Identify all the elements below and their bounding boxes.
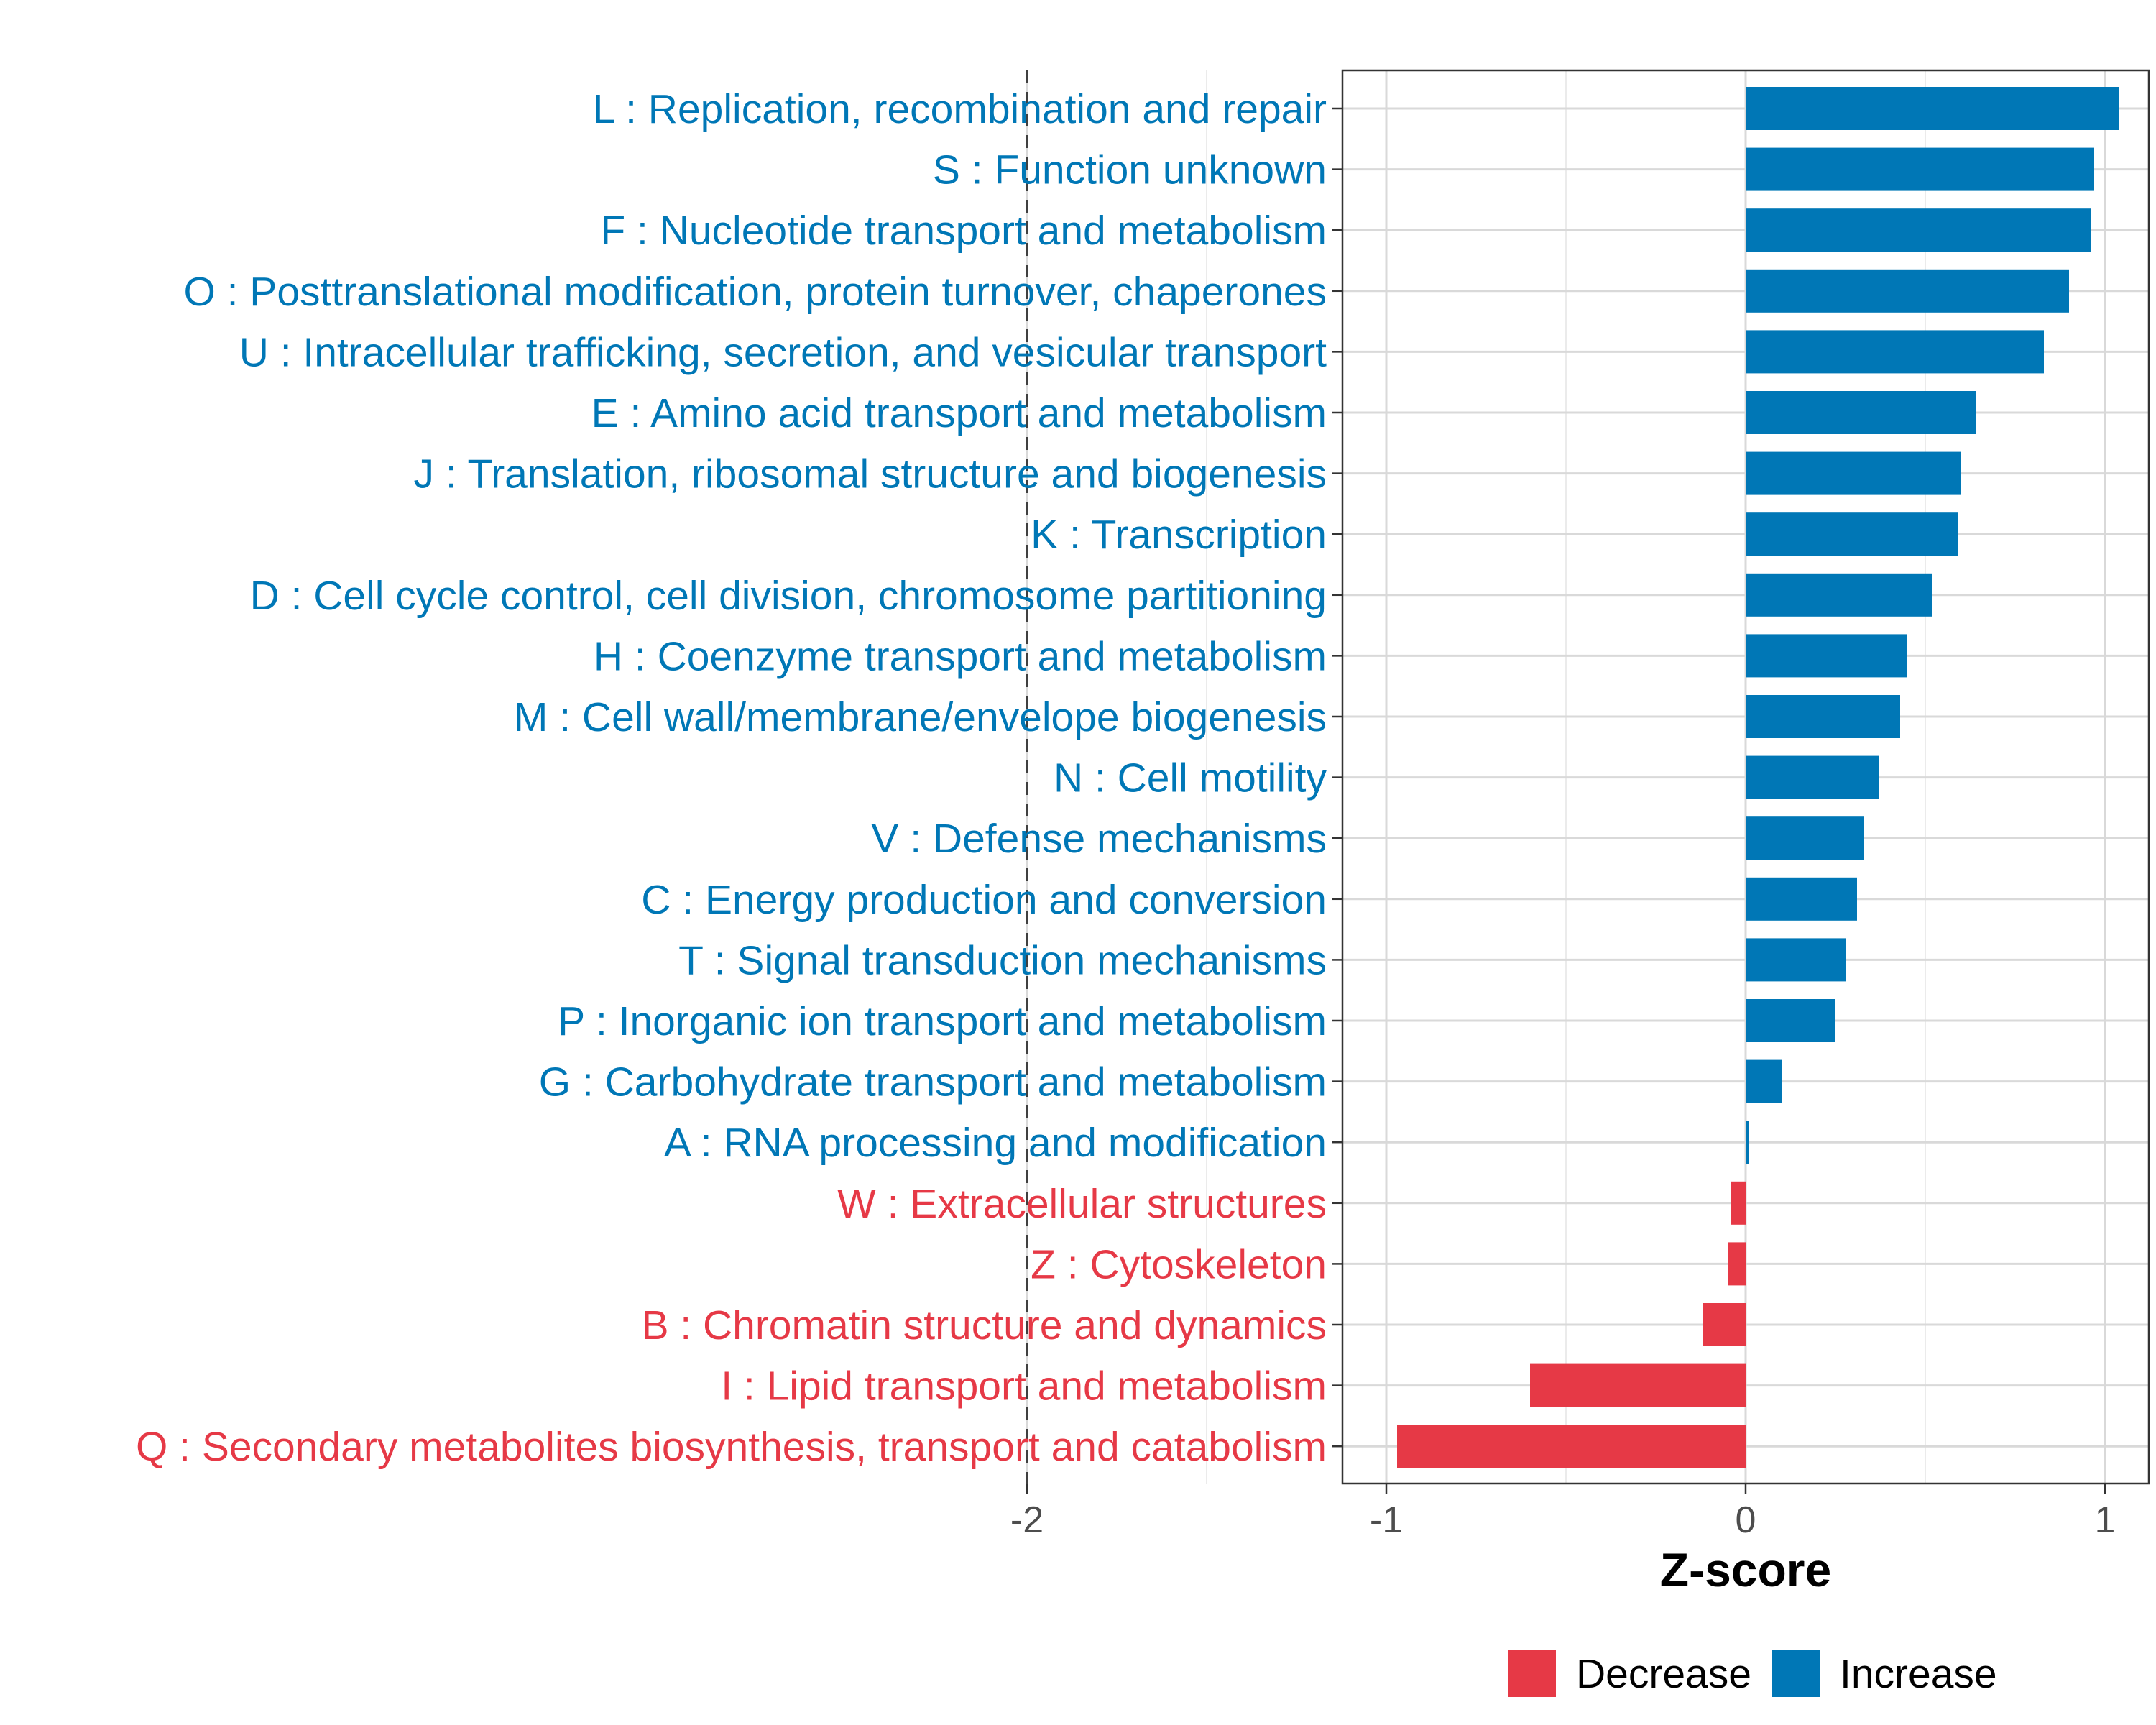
bar bbox=[1746, 877, 1857, 921]
category-label: K : Transcription bbox=[1031, 512, 1327, 558]
bar bbox=[1746, 573, 1932, 617]
y-axis-ticks bbox=[1332, 107, 1342, 1448]
legend-label: Increase bbox=[1840, 1651, 1997, 1697]
category-label: U : Intracellular trafficking, secretion… bbox=[239, 329, 1327, 375]
bar bbox=[1530, 1363, 1746, 1407]
x-axis-title: Z-score bbox=[1660, 1543, 1831, 1596]
legend-label: Decrease bbox=[1576, 1651, 1751, 1697]
bar bbox=[1746, 938, 1846, 982]
x-tick-label: -2 bbox=[1010, 1499, 1044, 1541]
bar bbox=[1746, 208, 2091, 252]
x-axis-ticks: -2-1012 bbox=[1010, 1484, 2116, 1541]
x-tick-label: -1 bbox=[1370, 1499, 1403, 1541]
category-label: W : Extracellular structures bbox=[837, 1181, 1327, 1227]
category-label: Z : Cytoskeleton bbox=[1031, 1241, 1327, 1287]
bar bbox=[1746, 269, 2069, 313]
bar bbox=[1703, 1303, 1746, 1346]
category-label: E : Amino acid transport and metabolism bbox=[591, 390, 1327, 436]
category-label: T : Signal transduction mechanisms bbox=[678, 937, 1327, 983]
category-label: C : Energy production and conversion bbox=[641, 877, 1327, 923]
category-label: A : RNA processing and modification bbox=[664, 1120, 1327, 1166]
category-label: F : Nucleotide transport and metabolism bbox=[600, 208, 1327, 254]
bar bbox=[1746, 451, 1961, 495]
category-label: N : Cell motility bbox=[1054, 755, 1327, 801]
category-label: J : Translation, ribosomal structure and… bbox=[414, 451, 1327, 497]
bar bbox=[1746, 87, 2119, 130]
bar bbox=[1746, 634, 1907, 678]
bar bbox=[1746, 999, 1835, 1042]
category-label: D : Cell cycle control, cell division, c… bbox=[250, 573, 1327, 619]
category-label: I : Lipid transport and metabolism bbox=[721, 1363, 1327, 1409]
bar bbox=[1746, 755, 1879, 799]
bar bbox=[1746, 816, 1864, 860]
category-label: V : Defense mechanisms bbox=[871, 816, 1327, 862]
x-tick-label: 1 bbox=[2095, 1499, 2116, 1541]
legend-swatch bbox=[1772, 1650, 1820, 1697]
bar bbox=[1746, 1121, 1749, 1164]
category-label: O : Posttranslational modification, prot… bbox=[183, 269, 1327, 315]
bar bbox=[1746, 330, 2044, 374]
x-tick-label: 0 bbox=[1736, 1499, 1756, 1541]
category-label: B : Chromatin structure and dynamics bbox=[641, 1302, 1327, 1348]
bar bbox=[1397, 1425, 1746, 1468]
bar bbox=[1746, 512, 1958, 556]
bar bbox=[1731, 1181, 1746, 1225]
category-label: M : Cell wall/membrane/envelope biogenes… bbox=[514, 694, 1327, 740]
bar bbox=[1746, 391, 1976, 434]
bars bbox=[1397, 87, 2119, 1468]
category-label: P : Inorganic ion transport and metaboli… bbox=[558, 998, 1327, 1044]
y-axis-labels: L : Replication, recombination and repai… bbox=[136, 86, 1327, 1470]
category-label: Q : Secondary metabolites biosynthesis, … bbox=[136, 1424, 1327, 1470]
category-label: G : Carbohydrate transport and metabolis… bbox=[539, 1059, 1327, 1105]
legend-swatch bbox=[1508, 1650, 1556, 1697]
category-label: S : Function unknown bbox=[933, 147, 1327, 193]
bar bbox=[1746, 695, 1900, 738]
bar bbox=[1728, 1242, 1746, 1286]
legend: Decrease Increase bbox=[1508, 1650, 1997, 1697]
bar bbox=[1746, 147, 2094, 191]
category-label: L : Replication, recombination and repai… bbox=[593, 86, 1327, 132]
bar bbox=[1746, 1059, 1782, 1103]
category-label: H : Coenzyme transport and metabolism bbox=[594, 633, 1327, 679]
